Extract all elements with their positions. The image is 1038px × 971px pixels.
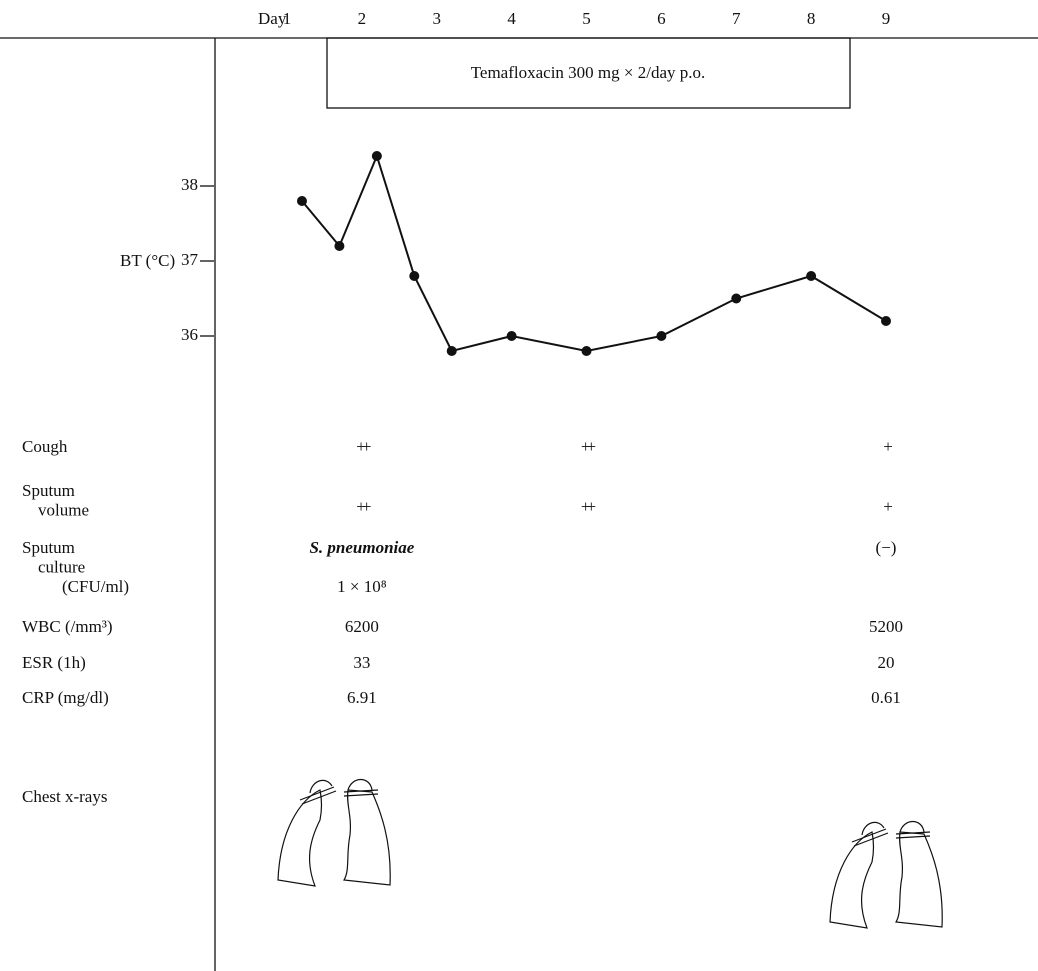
cell-value: 20 — [878, 653, 895, 672]
cell-value: 6200 — [345, 617, 379, 636]
y-axis-label: BT (°C) — [120, 251, 175, 270]
temperature-point — [334, 241, 344, 251]
cell-value: + — [883, 497, 892, 516]
x-tick-label: 2 — [358, 9, 367, 28]
row-label: Cough — [22, 437, 68, 456]
temperature-point — [582, 346, 592, 356]
row-label: Chest x-rays — [22, 787, 107, 806]
y-tick-label: 38 — [181, 175, 198, 194]
x-tick-label: 5 — [582, 9, 591, 28]
cell-value: 0.61 — [871, 688, 901, 707]
x-tick-label: 4 — [507, 9, 516, 28]
row-label: Sputum — [22, 538, 75, 557]
row-label: WBC (/mm³) — [22, 617, 113, 636]
x-tick-label: 8 — [807, 9, 816, 28]
row-label: (CFU/ml) — [62, 577, 129, 596]
row-label: volume — [38, 500, 89, 519]
temperature-line — [302, 156, 886, 351]
cell-value: 5200 — [869, 617, 903, 636]
cell-value: ++ — [581, 437, 596, 456]
cell-value: (−) — [876, 538, 897, 557]
cell-value: ++ — [356, 497, 371, 516]
temperature-point — [507, 331, 517, 341]
row-label: ESR (1h) — [22, 653, 86, 672]
temperature-point — [731, 294, 741, 304]
clinical-course-chart: Temafloxacin 300 mg × 2/day p.o. Day BT … — [0, 0, 1038, 971]
row-label: Sputum — [22, 481, 75, 500]
y-tick-label: 37 — [181, 250, 199, 269]
chest-xray-day9 — [830, 822, 942, 929]
cell-value: S. pneumoniae — [309, 538, 414, 557]
temperature-point — [806, 271, 816, 281]
chest-xray-day2 — [278, 780, 390, 887]
cell-value: + — [883, 437, 892, 456]
x-tick-label: 1 — [283, 9, 292, 28]
x-tick-label: 6 — [657, 9, 666, 28]
cell-value: 6.91 — [347, 688, 377, 707]
temperature-point — [409, 271, 419, 281]
temperature-point — [297, 196, 307, 206]
x-tick-label: 3 — [433, 9, 442, 28]
cell-value: 33 — [353, 653, 370, 672]
temperature-point — [656, 331, 666, 341]
row-label: CRP (mg/dl) — [22, 688, 109, 707]
row-label: culture — [38, 557, 85, 576]
x-tick-label: 7 — [732, 9, 741, 28]
temperature-point — [447, 346, 457, 356]
temperature-point — [372, 151, 382, 161]
x-tick-label: 9 — [882, 9, 891, 28]
y-tick-label: 36 — [181, 325, 198, 344]
cell-value: ++ — [356, 437, 371, 456]
cell-value: 1 × 10⁸ — [337, 577, 387, 596]
treatment-label: Temafloxacin 300 mg × 2/day p.o. — [471, 63, 706, 82]
temperature-point — [881, 316, 891, 326]
cell-value: ++ — [581, 497, 596, 516]
